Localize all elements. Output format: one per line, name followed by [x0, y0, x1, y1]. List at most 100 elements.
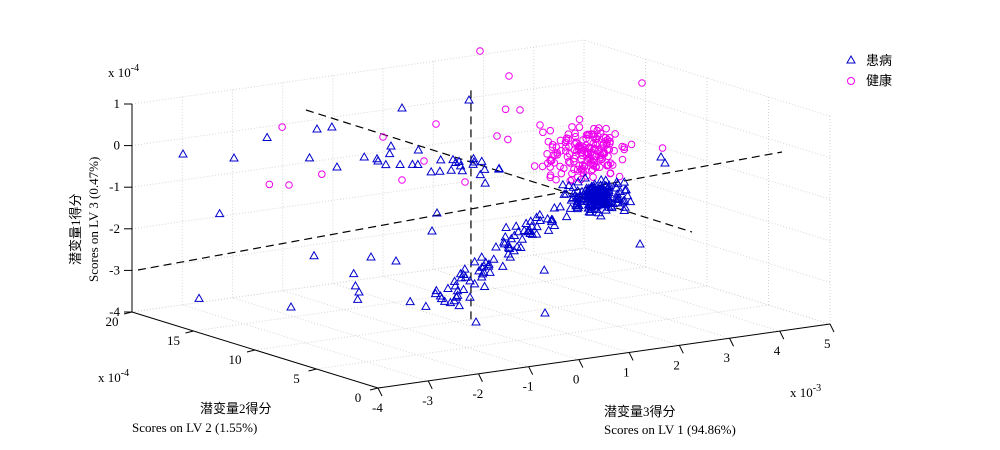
point-sick	[656, 151, 666, 161]
point-healthy	[285, 181, 293, 189]
point-healthy	[420, 157, 428, 165]
point-sick	[479, 281, 490, 290]
back-grid-z	[131, 39, 585, 105]
point-sick	[457, 165, 468, 175]
point-sick	[547, 214, 558, 224]
x-tick-label: -1	[523, 379, 534, 394]
point-sick	[458, 284, 469, 294]
point-healthy	[627, 140, 636, 149]
point-sick	[480, 178, 491, 187]
point-healthy	[547, 156, 556, 164]
point-healthy	[589, 139, 598, 148]
point-sick	[491, 241, 501, 251]
axes-layer	[123, 103, 835, 397]
point-healthy	[476, 47, 484, 55]
point-healthy	[575, 115, 584, 124]
point-healthy	[538, 162, 547, 171]
side-grid-z	[583, 39, 831, 117]
point-healthy	[658, 144, 667, 152]
point-sick	[332, 161, 342, 171]
point-sick	[476, 252, 487, 261]
point-sick	[561, 211, 572, 221]
point-sick	[582, 196, 593, 205]
point-healthy	[318, 170, 326, 178]
point-healthy	[606, 159, 615, 168]
point-sick	[498, 237, 509, 246]
legend-marker-sick	[846, 54, 856, 64]
point-sick	[543, 225, 554, 234]
point-healthy	[461, 178, 469, 186]
point-sick	[635, 238, 645, 248]
point-healthy	[549, 151, 558, 159]
legend: 患病 健康	[846, 54, 892, 89]
point-healthy	[602, 141, 611, 149]
point-healthy	[516, 106, 524, 114]
point-healthy	[589, 173, 597, 181]
point-sick	[511, 221, 521, 230]
point-healthy	[583, 130, 592, 139]
point-sick	[615, 186, 626, 195]
point-sick	[612, 188, 623, 198]
point-healthy	[597, 153, 605, 161]
point-sick	[450, 280, 461, 290]
point-sick	[540, 307, 550, 317]
y-tick-label: 20	[106, 314, 119, 329]
point-healthy	[548, 140, 557, 149]
floor-grid-x	[433, 268, 680, 346]
point-sick	[595, 190, 605, 200]
data-points	[178, 47, 670, 326]
point-healthy	[575, 123, 584, 131]
x-axis-line	[377, 323, 831, 389]
point-sick	[517, 234, 528, 243]
x-axis-label: 潜变量3得分 Scores on LV 1 (94.86%)	[604, 404, 736, 437]
point-sick	[531, 212, 542, 221]
x-tick-mark	[427, 380, 433, 390]
point-healthy	[577, 155, 586, 164]
point-healthy	[543, 150, 551, 158]
floor-grid-y	[316, 304, 769, 370]
y-axis-label-en: Scores on LV 2 (1.55%)	[132, 420, 257, 435]
point-sick	[452, 285, 463, 295]
point-sick	[590, 196, 600, 206]
point-sick	[432, 207, 442, 217]
point-healthy	[618, 142, 626, 151]
point-sick	[527, 229, 538, 238]
point-sick	[459, 264, 470, 273]
point-sick	[352, 294, 363, 303]
point-healthy	[605, 134, 614, 142]
x-tick-label: 4	[774, 343, 781, 358]
point-sick	[601, 195, 611, 204]
point-sick	[500, 231, 511, 241]
floor-grid-x	[483, 261, 730, 339]
x-tick-label: -3	[422, 393, 433, 408]
point-sick	[622, 190, 633, 200]
point-sick	[580, 173, 591, 182]
z-tick-label: -1	[109, 179, 120, 194]
point-healthy	[564, 157, 573, 166]
point-sick	[503, 242, 514, 251]
point-sick	[619, 205, 630, 215]
floor-grid-y	[193, 266, 646, 332]
point-sick	[476, 156, 487, 165]
y-tick-mark	[246, 349, 256, 353]
point-sick	[391, 255, 401, 265]
point-sick	[619, 177, 630, 186]
point-sick	[606, 202, 617, 212]
point-sick	[564, 180, 574, 189]
y-tick-label: 10	[229, 352, 242, 367]
point-healthy	[501, 105, 510, 114]
point-healthy	[566, 159, 574, 167]
point-sick	[426, 166, 437, 176]
point-sick	[512, 241, 523, 251]
side-grid-z	[583, 81, 831, 159]
point-sick	[468, 159, 478, 168]
point-healthy	[594, 124, 603, 132]
point-sick	[464, 94, 474, 104]
point-sick	[539, 265, 550, 274]
point-sick	[532, 221, 542, 231]
x-tick-mark	[779, 330, 785, 340]
point-sick	[567, 193, 578, 202]
x-tick-mark	[628, 352, 634, 361]
point-sick	[583, 185, 594, 195]
point-sick	[229, 152, 239, 162]
